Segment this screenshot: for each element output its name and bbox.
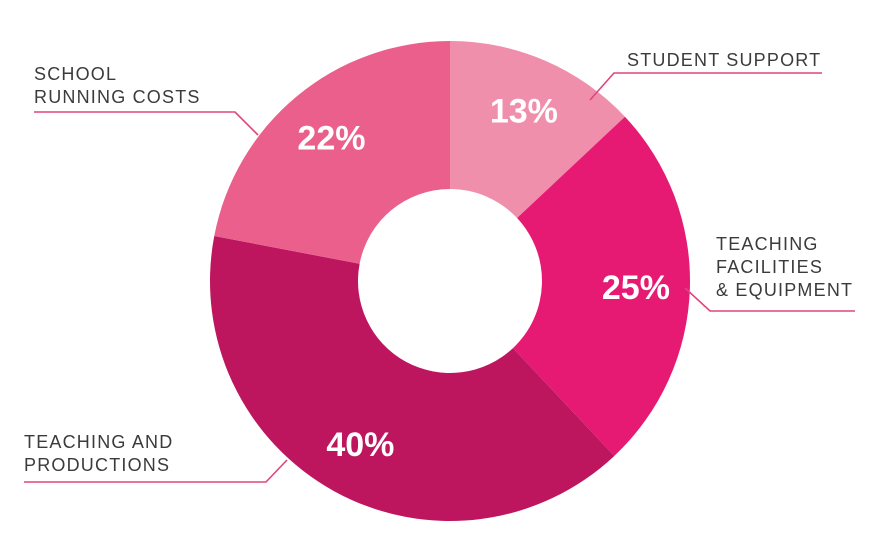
leader-line-teaching-facilities-and-equipment: [684, 287, 855, 312]
slice-teaching-and-productions: [210, 236, 615, 521]
leader-line-teaching-and-productions: [24, 459, 288, 483]
slice-school-running-costs: [214, 41, 450, 264]
callout-label-teaching-facilities-and-equipment: TEACHING FACILITIES & EQUIPMENT: [716, 234, 853, 300]
slice-student-support: [450, 41, 625, 219]
callout-line: PRODUCTIONS: [24, 455, 170, 475]
callout-line: & EQUIPMENT: [716, 280, 853, 300]
callout-line: TEACHING: [716, 234, 819, 254]
callout-line: SCHOOL: [34, 64, 117, 84]
callout-line: TEACHING AND: [24, 432, 173, 452]
callout-line: FACILITIES: [716, 257, 823, 277]
percent-label-teaching-and-productions: 40%: [326, 426, 394, 464]
callout-line: RUNNING COSTS: [34, 87, 201, 107]
callout-labels-layer: STUDENT SUPPORT TEACHING FACILITIES & EQUIP…: [24, 50, 853, 475]
callout-label-school-running-costs: SCHOOL RUNNING COSTS: [34, 64, 201, 107]
percent-label-school-running-costs: 22%: [297, 120, 365, 158]
leader-line-student-support: [589, 72, 822, 101]
callout-line: STUDENT SUPPORT: [627, 50, 821, 70]
leaders-layer: [24, 72, 855, 483]
slice-teaching-facilities-and-equipment: [512, 116, 691, 456]
percent-label-teaching-facilities-and-equipment: 25%: [602, 269, 670, 307]
percent-label-student-support: 13%: [490, 92, 558, 130]
leader-line-school-running-costs: [34, 111, 259, 136]
callout-label-student-support: STUDENT SUPPORT: [627, 50, 821, 70]
slices-layer: [210, 41, 691, 521]
percent-labels-layer: 13% 25% 40% 22%: [297, 92, 670, 464]
callout-label-teaching-and-productions: TEACHING AND PRODUCTIONS: [24, 432, 173, 475]
